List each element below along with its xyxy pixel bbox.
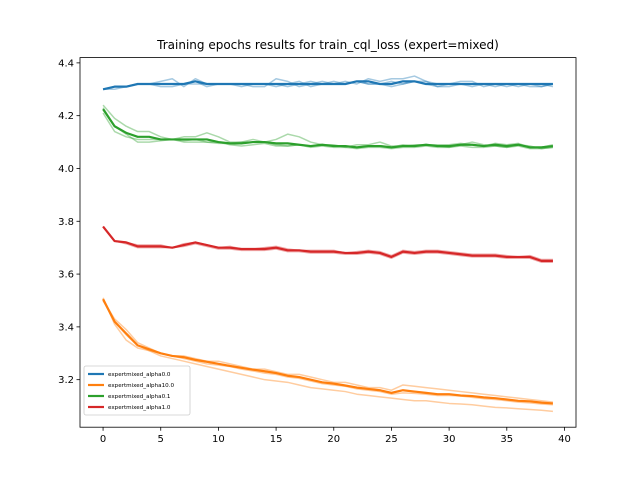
x-tick-label: 40 bbox=[558, 434, 571, 445]
series-mean-line bbox=[102, 225, 553, 262]
plot-frame bbox=[79, 57, 577, 428]
y-tick-label: 3.6 bbox=[58, 270, 74, 281]
series-mean-line bbox=[102, 108, 554, 149]
y-tick-label: 4.4 bbox=[58, 58, 74, 69]
x-tick-label: 5 bbox=[158, 434, 164, 445]
y-tick-label: 3.8 bbox=[58, 217, 74, 228]
x-tick-label: 30 bbox=[443, 434, 456, 445]
x-tick-label: 35 bbox=[500, 434, 513, 445]
legend-item: expertmixed_alpha0.1 bbox=[88, 394, 171, 400]
legend-item: expertmixed_alpha0.0 bbox=[88, 372, 171, 378]
x-tick-label: 10 bbox=[212, 434, 225, 445]
y-tick-label: 4.0 bbox=[58, 164, 74, 175]
x-tick-label: 0 bbox=[100, 434, 106, 445]
legend: expertmixed_alpha0.0 expertmixed_alpha10.… bbox=[83, 365, 191, 416]
legend-item: expertmixed_alpha10.0 bbox=[88, 383, 174, 389]
legend-label: expertmixed_alpha10.0 bbox=[108, 383, 174, 389]
legend-item: expertmixed_alpha1.0 bbox=[88, 405, 171, 411]
legend-label: expertmixed_alpha1.0 bbox=[108, 405, 171, 411]
series-expertmixed_alpha0.0 bbox=[102, 75, 554, 91]
x-tick-label: 20 bbox=[327, 434, 340, 445]
y-tick-label: 3.4 bbox=[58, 322, 74, 333]
series-run-line bbox=[102, 300, 553, 413]
series-expertmixed_alpha1.0 bbox=[102, 225, 553, 263]
legend-label: expertmixed_alpha0.0 bbox=[108, 372, 171, 378]
series-mean-line bbox=[102, 80, 553, 91]
x-axis: 0 5 10 15 20 25 30 35 40 bbox=[100, 427, 571, 445]
series-expertmixed_alpha10.0 bbox=[102, 297, 554, 413]
y-axis: 3.2 3.4 3.6 3.8 4.0 4.2 4.4 bbox=[58, 58, 80, 386]
y-tick-label: 4.2 bbox=[58, 111, 74, 122]
series-run-line bbox=[102, 107, 554, 150]
chart-title: Training epochs results for train_cql_lo… bbox=[156, 38, 499, 52]
legend-box bbox=[83, 365, 191, 416]
legend-label: expertmixed_alpha0.1 bbox=[108, 394, 171, 400]
series-expertmixed_alpha0.1 bbox=[102, 104, 554, 150]
x-tick-label: 25 bbox=[385, 434, 398, 445]
x-tick-label: 15 bbox=[270, 434, 283, 445]
series-layer bbox=[102, 75, 554, 413]
y-tick-label: 3.2 bbox=[58, 375, 74, 386]
series-mean-line bbox=[102, 298, 554, 405]
